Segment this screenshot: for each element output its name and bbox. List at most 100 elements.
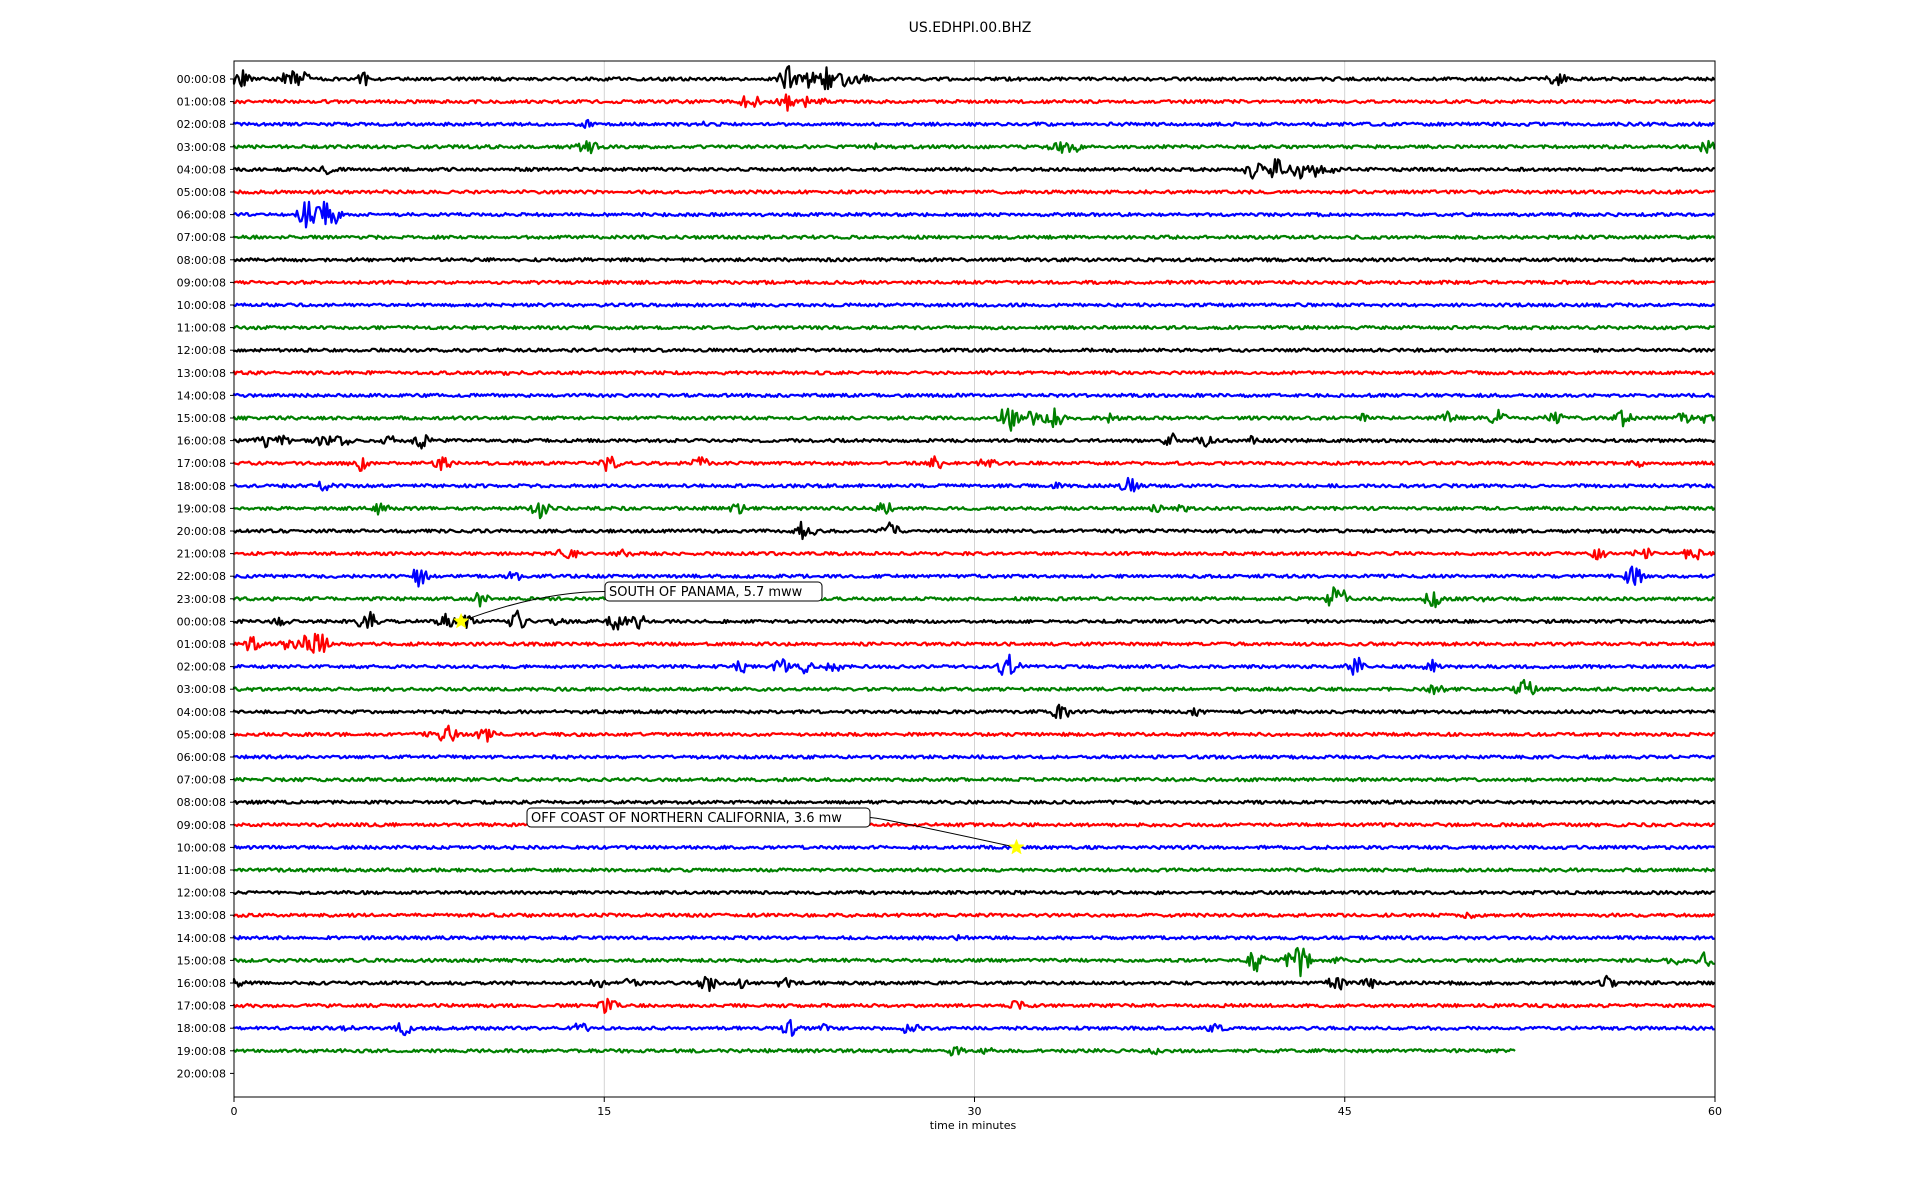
trace-row-21 [232, 547, 1716, 561]
y-tick-label-16: 16:00:08 [177, 435, 226, 448]
trace-row-40 [232, 974, 1716, 993]
annotation-label-1: OFF COAST OF NORTHERN CALIFORNIA, 3.6 mw [531, 811, 842, 826]
y-tick-label-20: 20:00:08 [177, 525, 226, 538]
trace-row-16 [232, 432, 1716, 450]
annotation-box-1 [526, 807, 871, 828]
y-tick-label-39: 15:00:08 [177, 954, 226, 967]
trace-row-29 [232, 724, 1715, 743]
y-tick-label-17: 17:00:08 [177, 457, 226, 470]
trace-row-28 [232, 703, 1716, 720]
y-tick-label-30: 06:00:08 [177, 751, 226, 764]
annotation-connector-1 [869, 817, 1017, 848]
trace-row-15 [232, 407, 1716, 432]
y-tick-label-21: 21:00:08 [177, 548, 226, 561]
trace-row-0 [232, 65, 1716, 91]
trace-row-39 [232, 946, 1715, 978]
y-tick-label-44: 20:00:08 [177, 1067, 226, 1080]
y-tick-label-32: 08:00:08 [177, 796, 226, 809]
x-tick-label-15: 15 [597, 1105, 611, 1118]
trace-row-23 [232, 586, 1716, 609]
trace-row-1 [232, 93, 1715, 112]
trace-row-13 [232, 370, 1716, 376]
y-tick-label-5: 05:00:08 [177, 186, 226, 199]
trace-row-17 [232, 455, 1716, 472]
trace-row-9 [232, 279, 1715, 286]
trace-row-5 [232, 189, 1715, 195]
y-tick-label-7: 07:00:08 [177, 231, 226, 244]
trace-row-38 [232, 934, 1715, 942]
trace-row-4 [232, 158, 1715, 180]
y-tick-label-26: 02:00:08 [177, 661, 226, 674]
y-tick-label-18: 18:00:08 [177, 480, 226, 493]
x-tick-label-45: 45 [1338, 1105, 1352, 1118]
y-tick-label-36: 12:00:08 [177, 887, 226, 900]
trace-row-24 [232, 609, 1716, 631]
y-tick-label-43: 19:00:08 [177, 1045, 226, 1058]
trace-row-20 [232, 520, 1716, 541]
trace-row-34 [232, 844, 1716, 851]
y-tick-label-41: 17:00:08 [177, 1000, 226, 1013]
annotation-connector-0 [460, 591, 606, 622]
y-tick-label-11: 11:00:08 [177, 322, 226, 335]
trace-row-26 [232, 653, 1715, 676]
trace-row-25 [232, 632, 1716, 654]
x-tick-label-60: 60 [1708, 1105, 1722, 1118]
y-tick-label-40: 16:00:08 [177, 977, 226, 990]
y-tick-label-13: 13:00:08 [177, 367, 226, 380]
y-tick-label-42: 18:00:08 [177, 1022, 226, 1035]
y-tick-label-25: 01:00:08 [177, 638, 226, 651]
y-tick-label-38: 14:00:08 [177, 932, 226, 945]
y-tick-label-29: 05:00:08 [177, 728, 226, 741]
y-tick-label-1: 01:00:08 [177, 96, 226, 109]
y-tick-label-24: 00:00:08 [177, 615, 226, 628]
y-tick-label-3: 03:00:08 [177, 141, 226, 154]
trace-row-31 [232, 776, 1716, 783]
y-tick-label-12: 12:00:08 [177, 344, 226, 357]
chart-title: US.EDHPI.00.BHZ [908, 20, 1032, 36]
trace-row-41 [232, 997, 1716, 1014]
x-tick-label-30: 30 [968, 1105, 982, 1118]
x-tick-label-0: 0 [231, 1105, 238, 1118]
y-tick-label-28: 04:00:08 [177, 706, 226, 719]
trace-row-36 [232, 889, 1715, 896]
y-tick-label-37: 13:00:08 [177, 909, 226, 922]
y-tick-label-0: 00:00:08 [177, 73, 226, 86]
y-tick-label-23: 23:00:08 [177, 593, 226, 606]
y-tick-label-9: 09:00:08 [177, 276, 226, 289]
trace-row-8 [232, 257, 1715, 263]
y-tick-label-22: 22:00:08 [177, 570, 226, 583]
y-tick-label-4: 04:00:08 [177, 163, 226, 176]
y-tick-label-33: 09:00:08 [177, 819, 226, 832]
trace-row-32 [232, 799, 1716, 805]
trace-row-6 [232, 200, 1716, 229]
trace-row-42 [232, 1018, 1715, 1037]
trace-row-30 [232, 754, 1716, 760]
annotation-box-0 [604, 581, 823, 602]
event-star-1 [1008, 838, 1025, 855]
trace-row-14 [232, 392, 1715, 399]
trace-row-7 [232, 234, 1716, 240]
trace-row-3 [232, 139, 1716, 155]
y-tick-label-27: 03:00:08 [177, 683, 226, 696]
trace-row-37 [232, 911, 1715, 920]
y-tick-label-31: 07:00:08 [177, 774, 226, 787]
y-tick-label-34: 10:00:08 [177, 841, 226, 854]
y-tick-label-10: 10:00:08 [177, 299, 226, 312]
trace-row-11 [232, 324, 1716, 331]
trace-row-18 [232, 476, 1715, 493]
trace-row-43 [232, 1045, 1516, 1057]
y-tick-label-6: 06:00:08 [177, 209, 226, 222]
trace-row-35 [232, 867, 1716, 873]
y-tick-label-19: 19:00:08 [177, 502, 226, 515]
y-tick-label-2: 02:00:08 [177, 118, 226, 131]
y-tick-label-35: 11:00:08 [177, 864, 226, 877]
trace-row-10 [232, 302, 1716, 308]
y-tick-label-15: 15:00:08 [177, 412, 226, 425]
x-axis-label: time in minutes [929, 1119, 1017, 1132]
trace-row-12 [232, 347, 1715, 353]
trace-row-33 [232, 822, 1715, 828]
event-star-0 [452, 612, 470, 629]
trace-row-19 [232, 502, 1716, 520]
annotation-label-0: SOUTH OF PANAMA, 5.7 mww [609, 585, 803, 600]
